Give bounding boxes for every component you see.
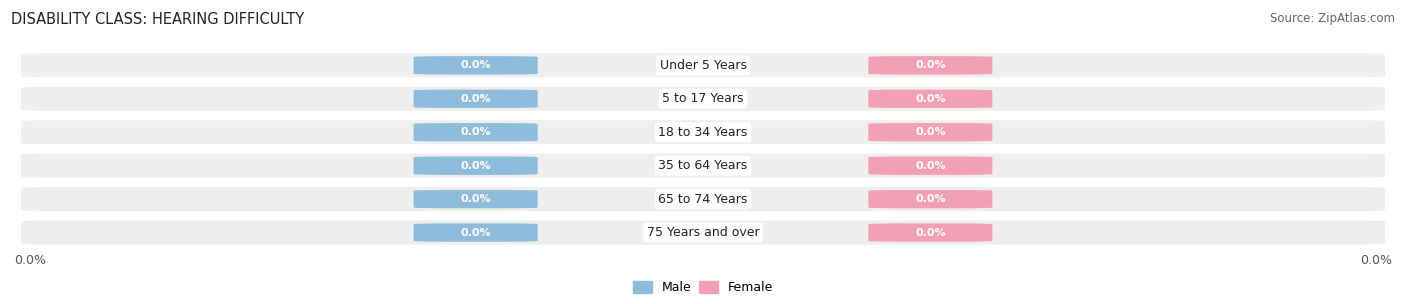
FancyBboxPatch shape <box>21 220 1385 245</box>
Text: 0.0%: 0.0% <box>14 254 46 267</box>
FancyBboxPatch shape <box>413 190 537 208</box>
FancyBboxPatch shape <box>413 56 537 74</box>
Text: 0.0%: 0.0% <box>460 194 491 204</box>
Text: 0.0%: 0.0% <box>915 161 946 171</box>
Text: 0.0%: 0.0% <box>460 161 491 171</box>
FancyBboxPatch shape <box>869 223 993 242</box>
FancyBboxPatch shape <box>869 123 993 141</box>
Text: 0.0%: 0.0% <box>1360 254 1392 267</box>
FancyBboxPatch shape <box>869 190 993 208</box>
Text: 0.0%: 0.0% <box>915 94 946 104</box>
FancyBboxPatch shape <box>21 87 1385 111</box>
Text: Source: ZipAtlas.com: Source: ZipAtlas.com <box>1270 12 1395 25</box>
Text: 35 to 64 Years: 35 to 64 Years <box>658 159 748 172</box>
FancyBboxPatch shape <box>869 56 993 74</box>
Text: 65 to 74 Years: 65 to 74 Years <box>658 193 748 206</box>
Text: 18 to 34 Years: 18 to 34 Years <box>658 126 748 139</box>
FancyBboxPatch shape <box>869 90 993 108</box>
Text: 0.0%: 0.0% <box>915 228 946 237</box>
Text: 0.0%: 0.0% <box>460 127 491 137</box>
Text: 5 to 17 Years: 5 to 17 Years <box>662 92 744 105</box>
FancyBboxPatch shape <box>869 157 993 175</box>
FancyBboxPatch shape <box>413 90 537 108</box>
FancyBboxPatch shape <box>413 123 537 141</box>
FancyBboxPatch shape <box>21 120 1385 144</box>
Text: Under 5 Years: Under 5 Years <box>659 59 747 72</box>
FancyBboxPatch shape <box>413 157 537 175</box>
Text: 0.0%: 0.0% <box>460 60 491 70</box>
FancyBboxPatch shape <box>413 223 537 242</box>
Text: DISABILITY CLASS: HEARING DIFFICULTY: DISABILITY CLASS: HEARING DIFFICULTY <box>11 12 305 27</box>
FancyBboxPatch shape <box>21 187 1385 211</box>
Text: 75 Years and over: 75 Years and over <box>647 226 759 239</box>
FancyBboxPatch shape <box>21 154 1385 178</box>
Text: 0.0%: 0.0% <box>915 127 946 137</box>
Text: 0.0%: 0.0% <box>915 60 946 70</box>
FancyBboxPatch shape <box>21 53 1385 78</box>
Text: 0.0%: 0.0% <box>460 228 491 237</box>
Text: 0.0%: 0.0% <box>915 194 946 204</box>
Legend: Male, Female: Male, Female <box>628 276 778 299</box>
Text: 0.0%: 0.0% <box>460 94 491 104</box>
